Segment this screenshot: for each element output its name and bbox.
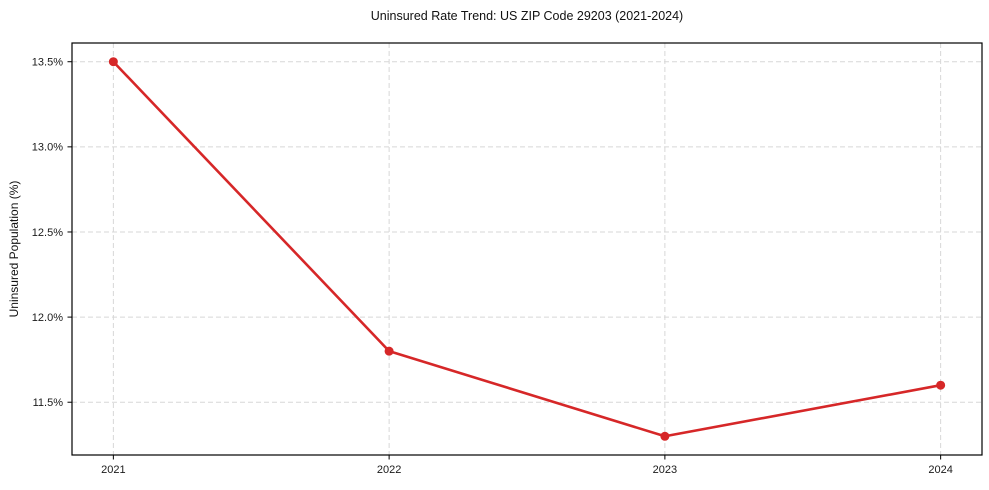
x-tick-label: 2023 — [653, 464, 677, 476]
x-tick-label: 2022 — [377, 464, 401, 476]
y-tick-label: 13.0% — [32, 142, 63, 154]
x-tick-label: 2021 — [101, 464, 125, 476]
data-point-marker — [936, 380, 946, 390]
data-point-marker — [108, 57, 118, 67]
y-tick-label: 11.5% — [33, 397, 64, 409]
y-tick-label: 12.0% — [32, 312, 63, 324]
plot-border — [71, 42, 983, 456]
data-point-marker — [660, 431, 670, 441]
trend-line — [112, 60, 942, 438]
data-point-marker — [384, 346, 394, 356]
chart-title: Uninsured Rate Trend: US ZIP Code 29203 … — [370, 9, 684, 23]
x-tick-label: 2024 — [928, 464, 952, 476]
y-tick-label: 13.5% — [32, 57, 63, 69]
y-tick-label: 12.5% — [32, 227, 63, 239]
